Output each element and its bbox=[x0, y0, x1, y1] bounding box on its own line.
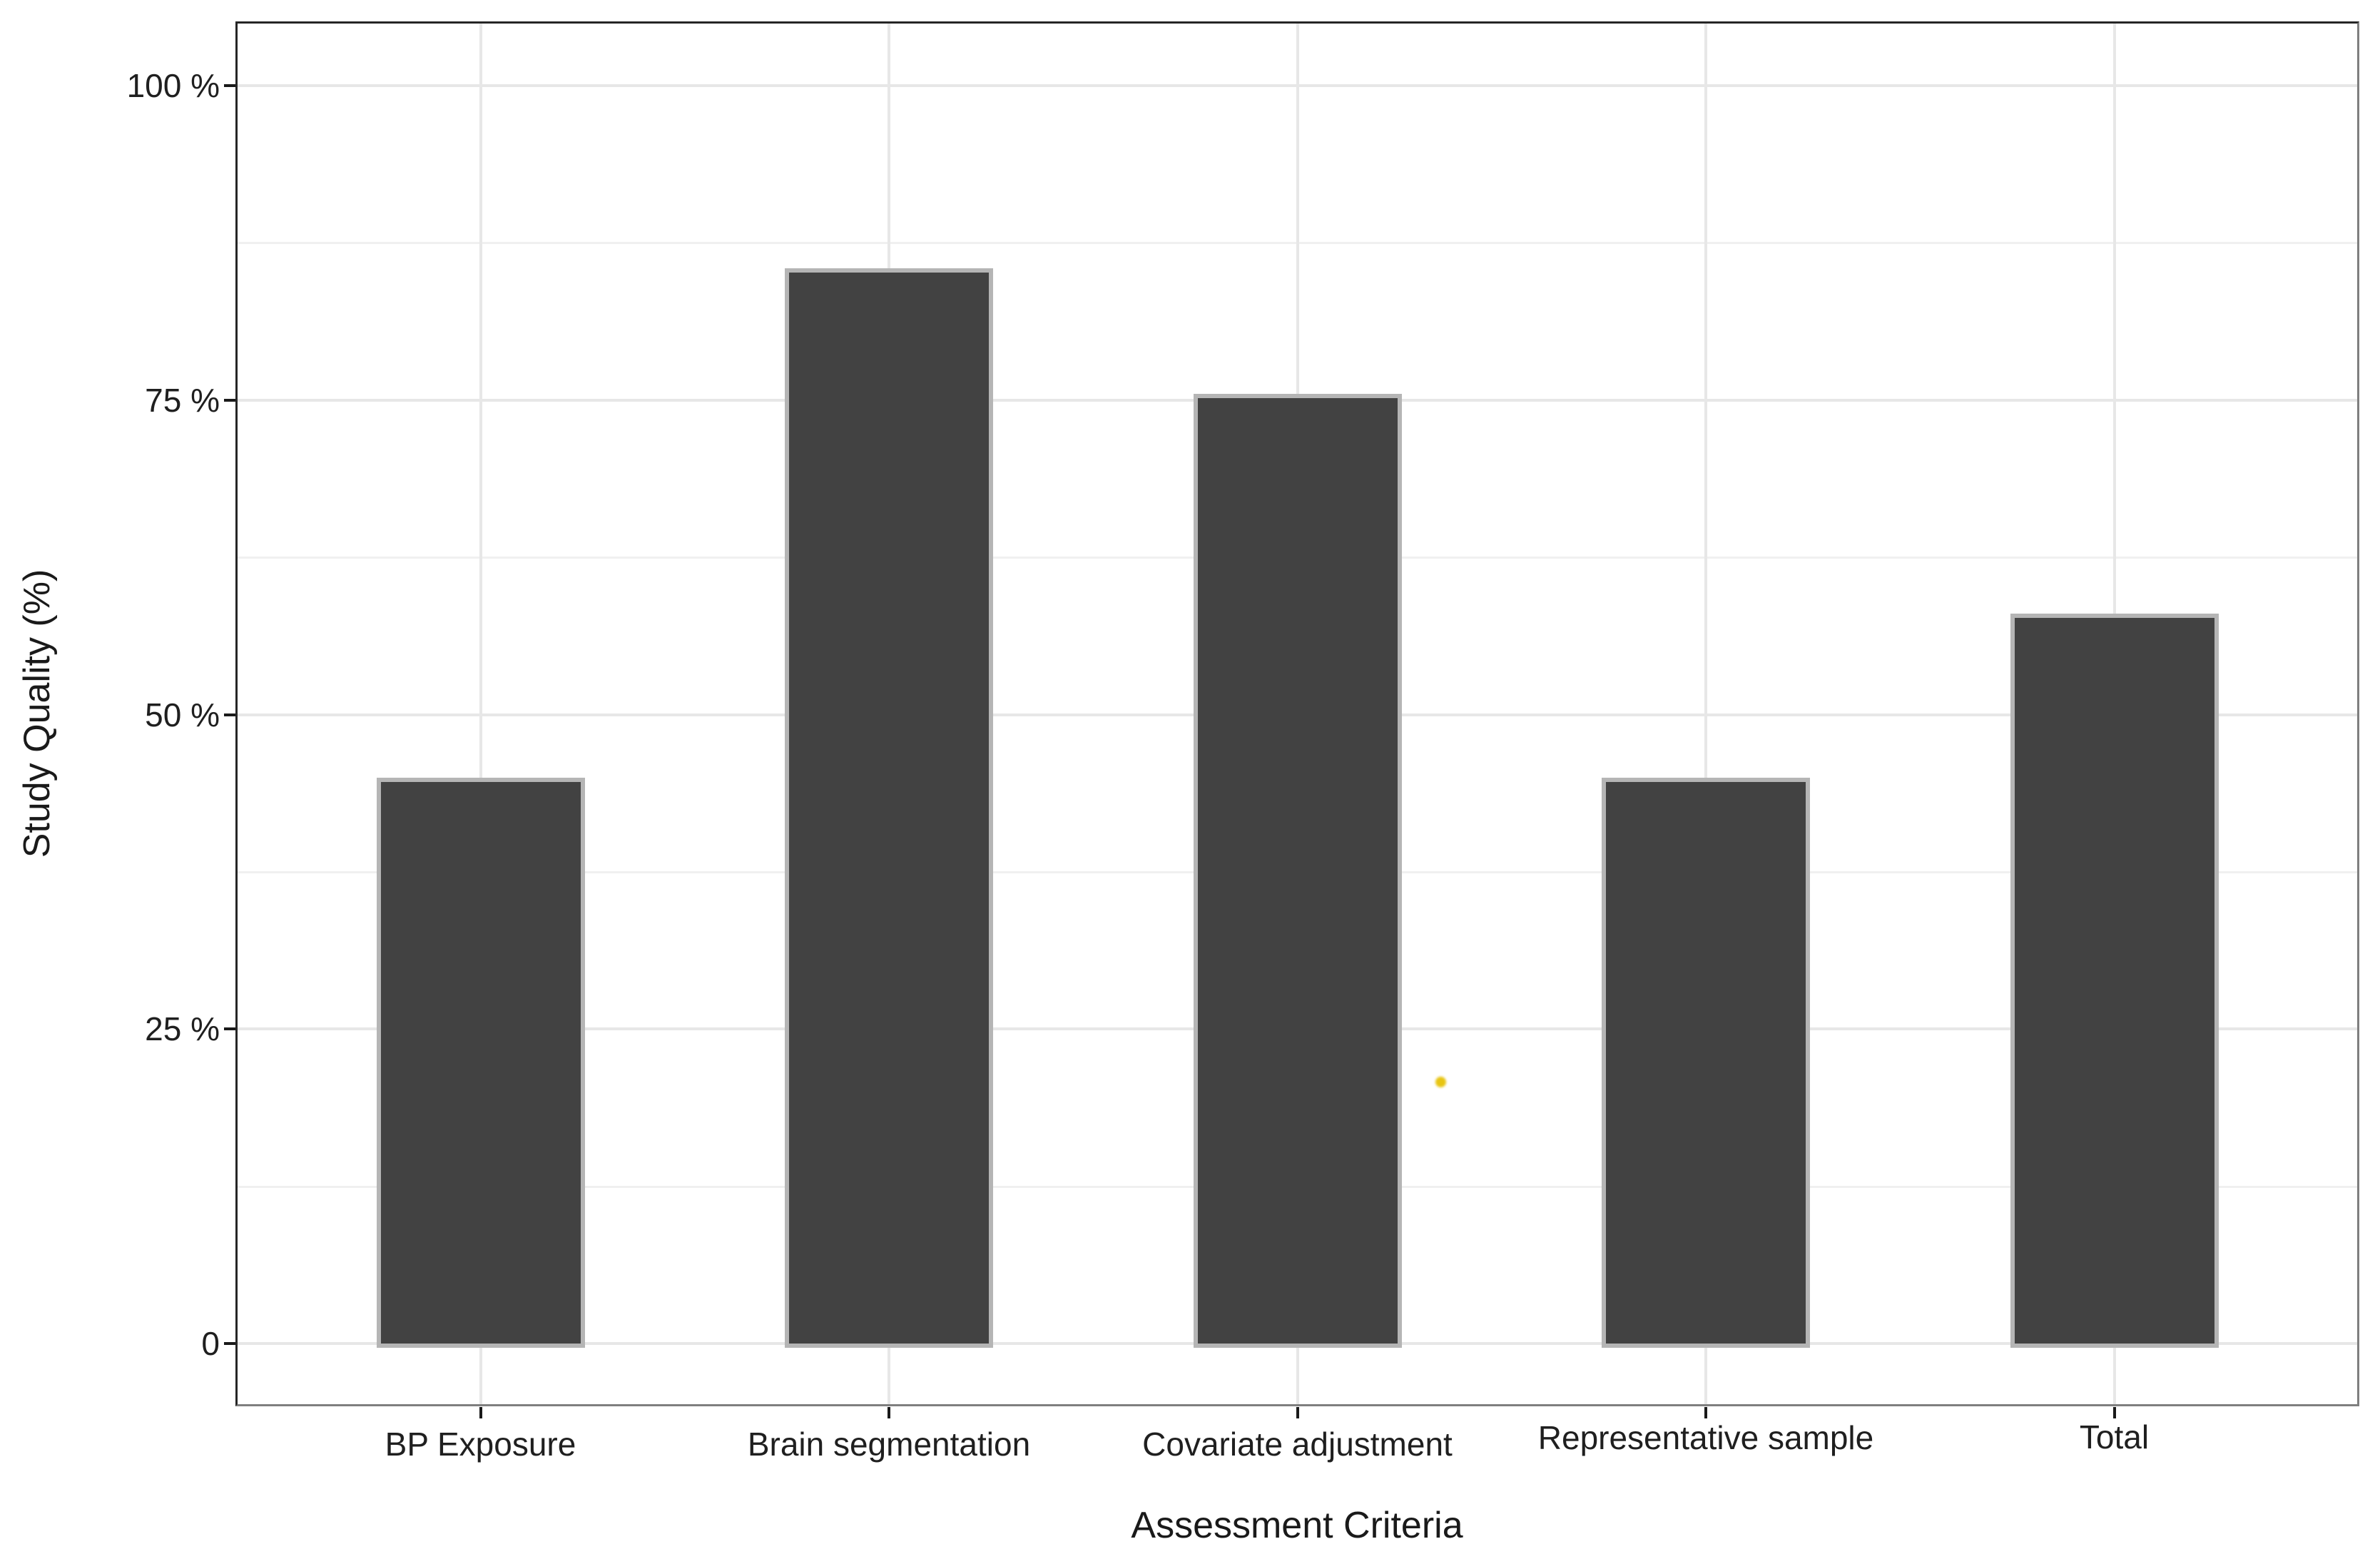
plot-panel bbox=[235, 21, 2359, 1406]
y-axis-tick bbox=[224, 713, 235, 716]
bar-brain-segmentation bbox=[785, 268, 993, 1348]
x-tick-label: Total bbox=[2079, 1418, 2150, 1456]
y-axis-tick bbox=[224, 84, 235, 87]
y-tick-label: 75 % bbox=[145, 381, 220, 419]
x-axis-tick bbox=[1296, 1407, 1299, 1418]
x-axis-tick bbox=[2112, 1407, 2116, 1418]
stray-yellow-dot-marker bbox=[1435, 1077, 1446, 1088]
y-axis-title: Study Quality (%) bbox=[16, 569, 58, 858]
y-tick-label: 0 bbox=[201, 1325, 220, 1362]
vertical-gridline bbox=[479, 21, 482, 1406]
x-tick-label: Brain segmentation bbox=[747, 1426, 1031, 1463]
x-tick-label: Covariate adjustment bbox=[1142, 1426, 1453, 1463]
x-axis-tick bbox=[1704, 1407, 1707, 1418]
x-tick-label: BP Exposure bbox=[385, 1426, 576, 1463]
bar-total bbox=[2010, 614, 2219, 1348]
y-tick-label: 25 % bbox=[145, 1010, 220, 1048]
bar-bp-exposure bbox=[376, 777, 585, 1348]
bar-representative-sample bbox=[1602, 777, 1810, 1348]
y-axis-tick bbox=[224, 398, 235, 402]
y-tick-label: 50 % bbox=[145, 696, 220, 733]
y-axis-tick bbox=[224, 1027, 235, 1031]
y-axis-tick bbox=[224, 1342, 235, 1345]
x-axis-tick bbox=[479, 1407, 482, 1418]
bar-covariate-adjustment bbox=[1193, 393, 1402, 1348]
y-tick-label: 100 % bbox=[126, 67, 220, 104]
x-axis-title: Assessment Criteria bbox=[1131, 1505, 1463, 1546]
vertical-gridline bbox=[1704, 21, 1707, 1406]
x-tick-label: Representative sample bbox=[1537, 1419, 1874, 1456]
x-axis-tick bbox=[888, 1407, 890, 1418]
